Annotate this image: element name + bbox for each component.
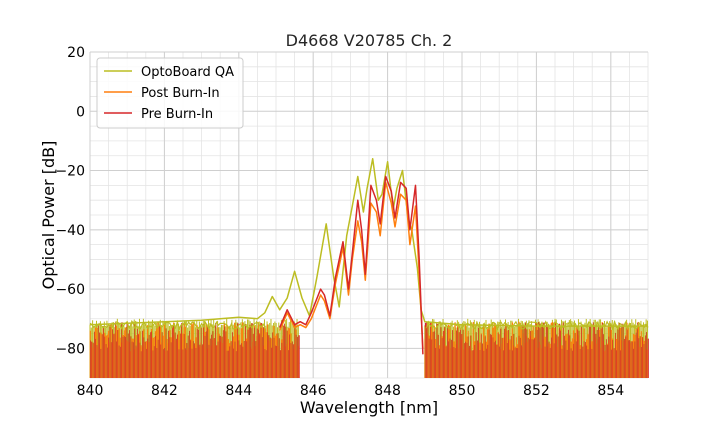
y-tick-label: −20 — [55, 164, 85, 180]
legend-label-pre-burn-in: Pre Burn-In — [141, 107, 213, 122]
chart-title: D4668 V20785 Ch. 2 — [286, 31, 453, 50]
x-tick-label: 850 — [449, 383, 476, 399]
tick-labels: 840 842 844 846 848 850 852 854 20 0 −20 −40 −60 −80 — [55, 45, 624, 399]
legend: OptoBoard QA Post Burn-In Pre Burn-In — [96, 57, 244, 129]
y-tick-label: 0 — [76, 104, 85, 120]
x-tick-label: 846 — [300, 383, 327, 399]
series-line-pre-burn-in — [279, 175, 424, 355]
x-tick-label: 840 — [77, 383, 104, 399]
y-tick-label: −60 — [55, 282, 85, 298]
legend-box — [96, 57, 244, 129]
x-axis-title: Wavelength [nm] — [300, 398, 438, 417]
x-tick-label: 854 — [597, 383, 624, 399]
x-tick-label: 844 — [225, 383, 252, 399]
y-axis-title: Optical Power [dB] — [39, 141, 58, 290]
y-tick-label: 20 — [67, 45, 85, 61]
noise-floor — [89, 318, 649, 378]
y-tick-label: −40 — [55, 223, 85, 239]
legend-label-post-burn-in: Post Burn-In — [141, 86, 220, 101]
x-tick-label: 842 — [151, 383, 178, 399]
legend-label-optoboard-qa: OptoBoard QA — [141, 65, 234, 80]
x-tick-label: 852 — [523, 383, 550, 399]
x-tick-label: 848 — [374, 383, 401, 399]
series-line-post-burn-in — [279, 181, 424, 349]
y-tick-label: −80 — [55, 341, 85, 357]
series-layer — [89, 157, 648, 355]
